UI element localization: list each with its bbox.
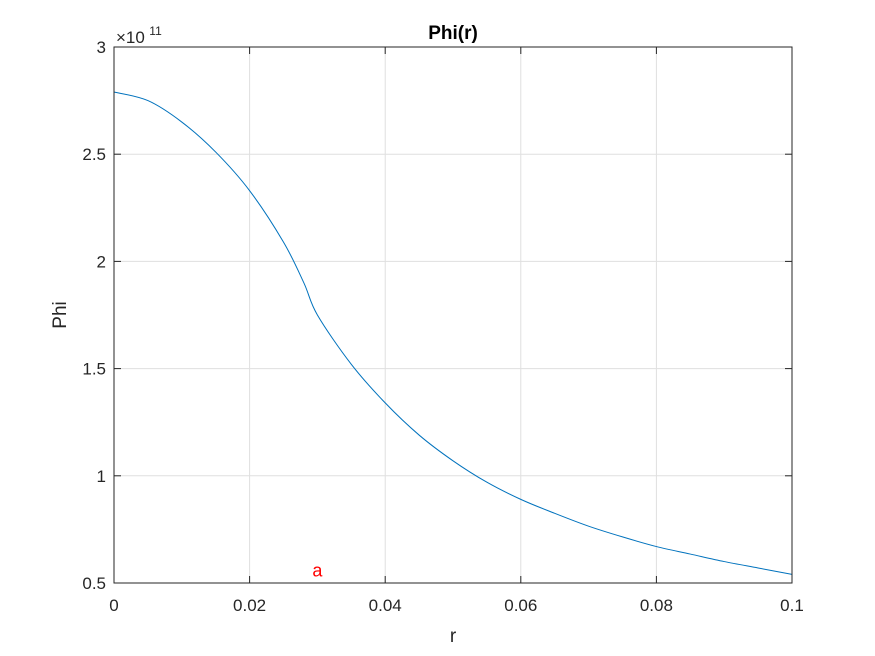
x-tick-label: 0.04 [369,596,402,615]
y-tick-label: 2 [97,252,106,271]
tick-labels: 0 0.02 0.04 0.06 0.08 0.1 0.5 1 1.5 2 2.5 3 [82,38,803,615]
axis-ticks [113,46,793,584]
x-tick-label: 0.02 [233,596,266,615]
x-axis-label: r [450,626,457,647]
y-tick-label: 0.5 [82,574,106,593]
y-tick-label: 3 [97,38,106,57]
annotations: a [312,561,323,581]
y-exponent-power: 11 [149,24,162,38]
x-tick-label: 0.1 [780,596,804,615]
series-line-phi [113,91,793,575]
grid-lines [113,46,793,584]
plot-border [113,46,793,584]
y-tick-label: 2.5 [82,145,106,164]
y-exponent-multiplier: ×10 [116,28,145,47]
plot-area [114,47,792,583]
chart-title: Phi(r) [428,23,478,44]
y-axis-label: Phi [50,301,71,328]
y-tick-label: 1.5 [82,360,106,379]
x-tick-label: 0.08 [640,596,673,615]
x-tick-label: 0 [109,596,118,615]
y-tick-label: 1 [97,467,106,486]
series-layer [113,91,793,575]
x-tick-label: 0.06 [504,596,537,615]
annotation-label: a [312,561,323,581]
y-axis-exponent: ×10 11 [116,24,162,47]
